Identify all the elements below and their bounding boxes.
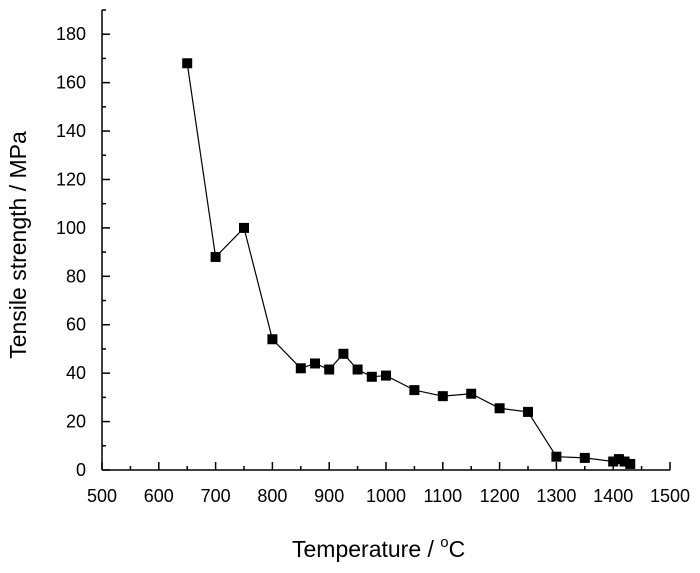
x-tick-label: 800 (257, 486, 287, 506)
data-point (338, 348, 349, 359)
x-tick-label: 1000 (366, 486, 406, 506)
data-point (613, 454, 624, 465)
x-axis-title-unit: C (449, 536, 466, 562)
series-markers (182, 58, 636, 469)
y-axis-ticks: 0 20 40 60 80 100 120 140 160 180 (56, 9, 110, 480)
data-point (310, 358, 320, 369)
y-tick-label: 100 (56, 218, 86, 238)
y-tick-label: 160 (56, 73, 86, 93)
data-point (267, 334, 278, 345)
data-point (352, 364, 363, 375)
data-point (366, 371, 377, 382)
data-point (409, 385, 420, 396)
data-point (182, 58, 193, 69)
data-point (295, 363, 306, 374)
x-axis-ticks: 500 600 700 800 900 1000 1100 1200 1300 1400 1500 (87, 462, 690, 506)
x-tick-label: 1400 (593, 486, 633, 506)
data-point (523, 406, 533, 417)
y-tick-label: 80 (66, 266, 86, 286)
x-tick-label: 700 (201, 486, 231, 506)
x-tick-label: 1200 (480, 486, 520, 506)
data-point (239, 222, 249, 233)
plot-area (101, 10, 670, 471)
x-tick-label: 600 (144, 486, 174, 506)
y-axis-title: Tensile strength / MPa (5, 131, 31, 359)
y-tick-label: 60 (66, 315, 86, 335)
y-tick-label: 180 (56, 24, 86, 44)
data-point (437, 391, 448, 402)
series-tensile-strength (182, 58, 636, 469)
y-tick-label: 120 (56, 169, 86, 189)
data-point (324, 364, 335, 375)
x-axis-title: Temperature / oC (292, 534, 465, 562)
y-tick-label: 140 (56, 121, 86, 141)
data-point (494, 403, 505, 414)
x-axis-title-text: Temperature / (292, 536, 440, 562)
y-tick-label: 40 (66, 363, 86, 383)
x-tick-label: 900 (314, 486, 344, 506)
data-point (619, 456, 630, 467)
data-point (579, 452, 590, 463)
data-point (210, 251, 221, 262)
data-point (381, 370, 391, 381)
x-tick-label: 1100 (423, 486, 462, 506)
data-point (551, 451, 562, 462)
x-tick-label: 1300 (536, 486, 576, 506)
data-point (466, 388, 477, 399)
data-point (608, 456, 619, 467)
y-tick-label: 0 (76, 460, 86, 480)
x-axis-title-degree: o (440, 534, 448, 551)
x-tick-label: 500 (87, 486, 117, 506)
series-line (186, 63, 631, 465)
data-point (625, 458, 636, 469)
y-tick-label: 20 (66, 412, 86, 432)
x-tick-label: 1500 (650, 486, 690, 506)
